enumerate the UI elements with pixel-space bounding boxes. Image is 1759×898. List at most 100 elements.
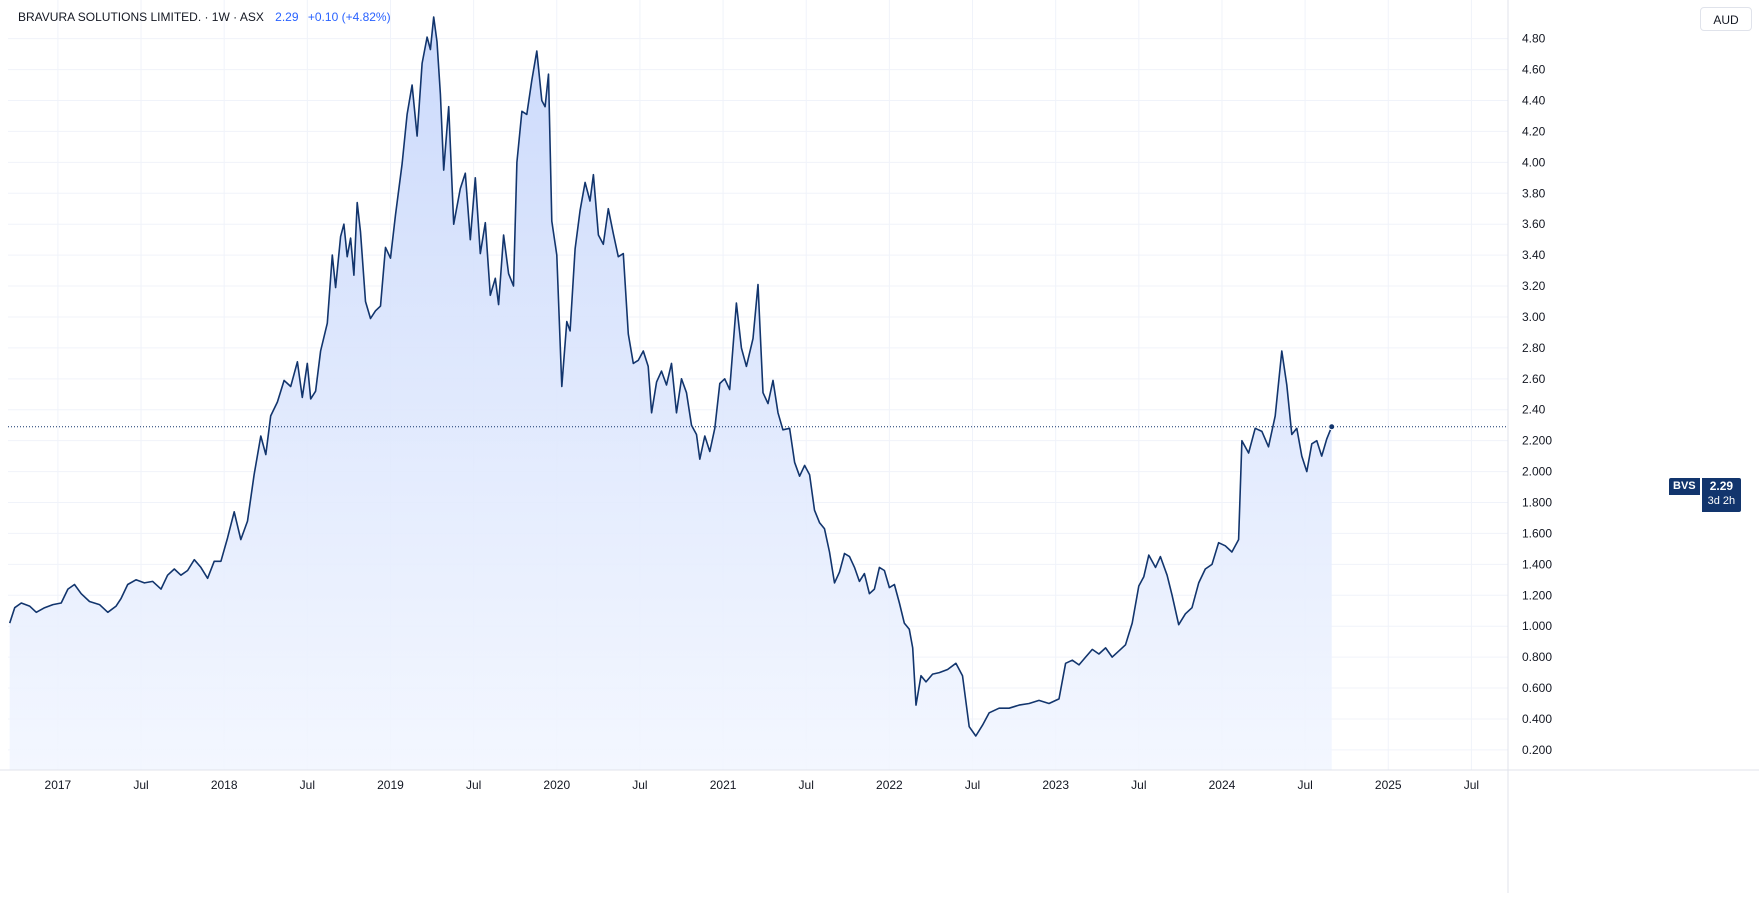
last-price-box: 2.29 3d 2h [1701, 478, 1742, 512]
data-point [1138, 585, 1139, 586]
data-point [794, 462, 795, 463]
price-change: +0.10 (+4.82%) [307, 10, 391, 24]
data-point [1205, 568, 1206, 569]
data-point [618, 256, 619, 257]
x-tick-label: 2018 [211, 778, 238, 792]
data-point [1058, 698, 1059, 699]
data-point [757, 284, 758, 285]
symbol-title[interactable]: BRAVURA SOLUTIONS LIMITED. · 1W · ASX [18, 10, 264, 24]
data-point [1072, 660, 1073, 661]
data-point [44, 607, 45, 608]
data-point [704, 435, 705, 436]
data-point [135, 579, 136, 580]
data-point [566, 321, 567, 322]
data-point [536, 50, 537, 51]
area-fill [9, 17, 1332, 770]
data-point [894, 584, 895, 585]
data-point [804, 465, 805, 466]
last-price-label: 2.29 [1709, 479, 1734, 493]
data-point [613, 233, 614, 234]
data-point [1281, 350, 1282, 351]
data-point [121, 598, 122, 599]
data-point [638, 360, 639, 361]
data-point [598, 234, 599, 235]
data-point [350, 238, 351, 239]
data-point [327, 323, 328, 324]
data-point [1326, 439, 1327, 440]
data-point [290, 386, 291, 387]
data-point [561, 386, 562, 387]
data-point [889, 587, 890, 588]
data-point [470, 239, 471, 240]
x-tick-label: 2017 [45, 778, 72, 792]
y-tick-label: 3.20 [1522, 279, 1546, 293]
data-point [440, 94, 441, 95]
data-point [1191, 607, 1192, 608]
data-point [1132, 623, 1133, 624]
x-tick-label: Jul [1131, 778, 1146, 792]
y-tick-label: 0.400 [1522, 712, 1552, 726]
data-point [912, 647, 913, 648]
data-point [829, 551, 830, 552]
data-point [962, 675, 963, 676]
data-point [671, 363, 672, 364]
data-point [407, 114, 408, 115]
data-point [490, 295, 491, 296]
data-point [989, 712, 990, 713]
data-point [884, 570, 885, 571]
data-point [74, 584, 75, 585]
data-point [1065, 663, 1066, 664]
x-tick-label: 2019 [377, 778, 404, 792]
data-point [9, 623, 10, 624]
data-point [498, 304, 499, 305]
data-point [180, 575, 181, 576]
data-point [508, 273, 509, 274]
data-point [799, 476, 800, 477]
data-point [526, 114, 527, 115]
data-point [752, 338, 753, 339]
x-tick-label: Jul [799, 778, 814, 792]
y-tick-label: 1.600 [1522, 526, 1552, 540]
data-point [1268, 446, 1269, 447]
data-point [1105, 647, 1106, 648]
data-point [1296, 428, 1297, 429]
x-axis-ticks: 2017 Jul 2018 Jul 2019 Jul 2020 Jul 2021 Jul 2022 J… [45, 778, 1480, 792]
data-point [719, 383, 720, 384]
data-point [513, 285, 514, 286]
data-point [385, 247, 386, 248]
data-point [982, 725, 983, 726]
data-point [1009, 708, 1010, 709]
data-point [955, 663, 956, 664]
y-tick-label: 3.80 [1522, 186, 1546, 200]
data-point [240, 539, 241, 540]
data-point [920, 675, 921, 676]
data-point [1311, 443, 1312, 444]
data-point [485, 222, 486, 223]
x-tick-label: Jul [1464, 778, 1479, 792]
data-point [724, 378, 725, 379]
data-point [167, 575, 168, 576]
data-point [453, 224, 454, 225]
bar-countdown: 3d 2h [1707, 495, 1736, 507]
data-point [332, 255, 333, 256]
data-point [207, 578, 208, 579]
data-point [556, 255, 557, 256]
data-point [782, 429, 783, 430]
currency-button[interactable]: AUD [1700, 7, 1752, 31]
data-point [628, 333, 629, 334]
data-point [1231, 551, 1232, 552]
data-point [214, 561, 215, 562]
data-point [380, 306, 381, 307]
data-point [433, 16, 434, 17]
data-point [1155, 567, 1156, 568]
data-point [1098, 653, 1099, 654]
data-point [61, 602, 62, 603]
data-point [422, 63, 423, 64]
data-point [390, 258, 391, 259]
data-point [904, 623, 905, 624]
data-point [1261, 431, 1262, 432]
data-point [1118, 650, 1119, 651]
